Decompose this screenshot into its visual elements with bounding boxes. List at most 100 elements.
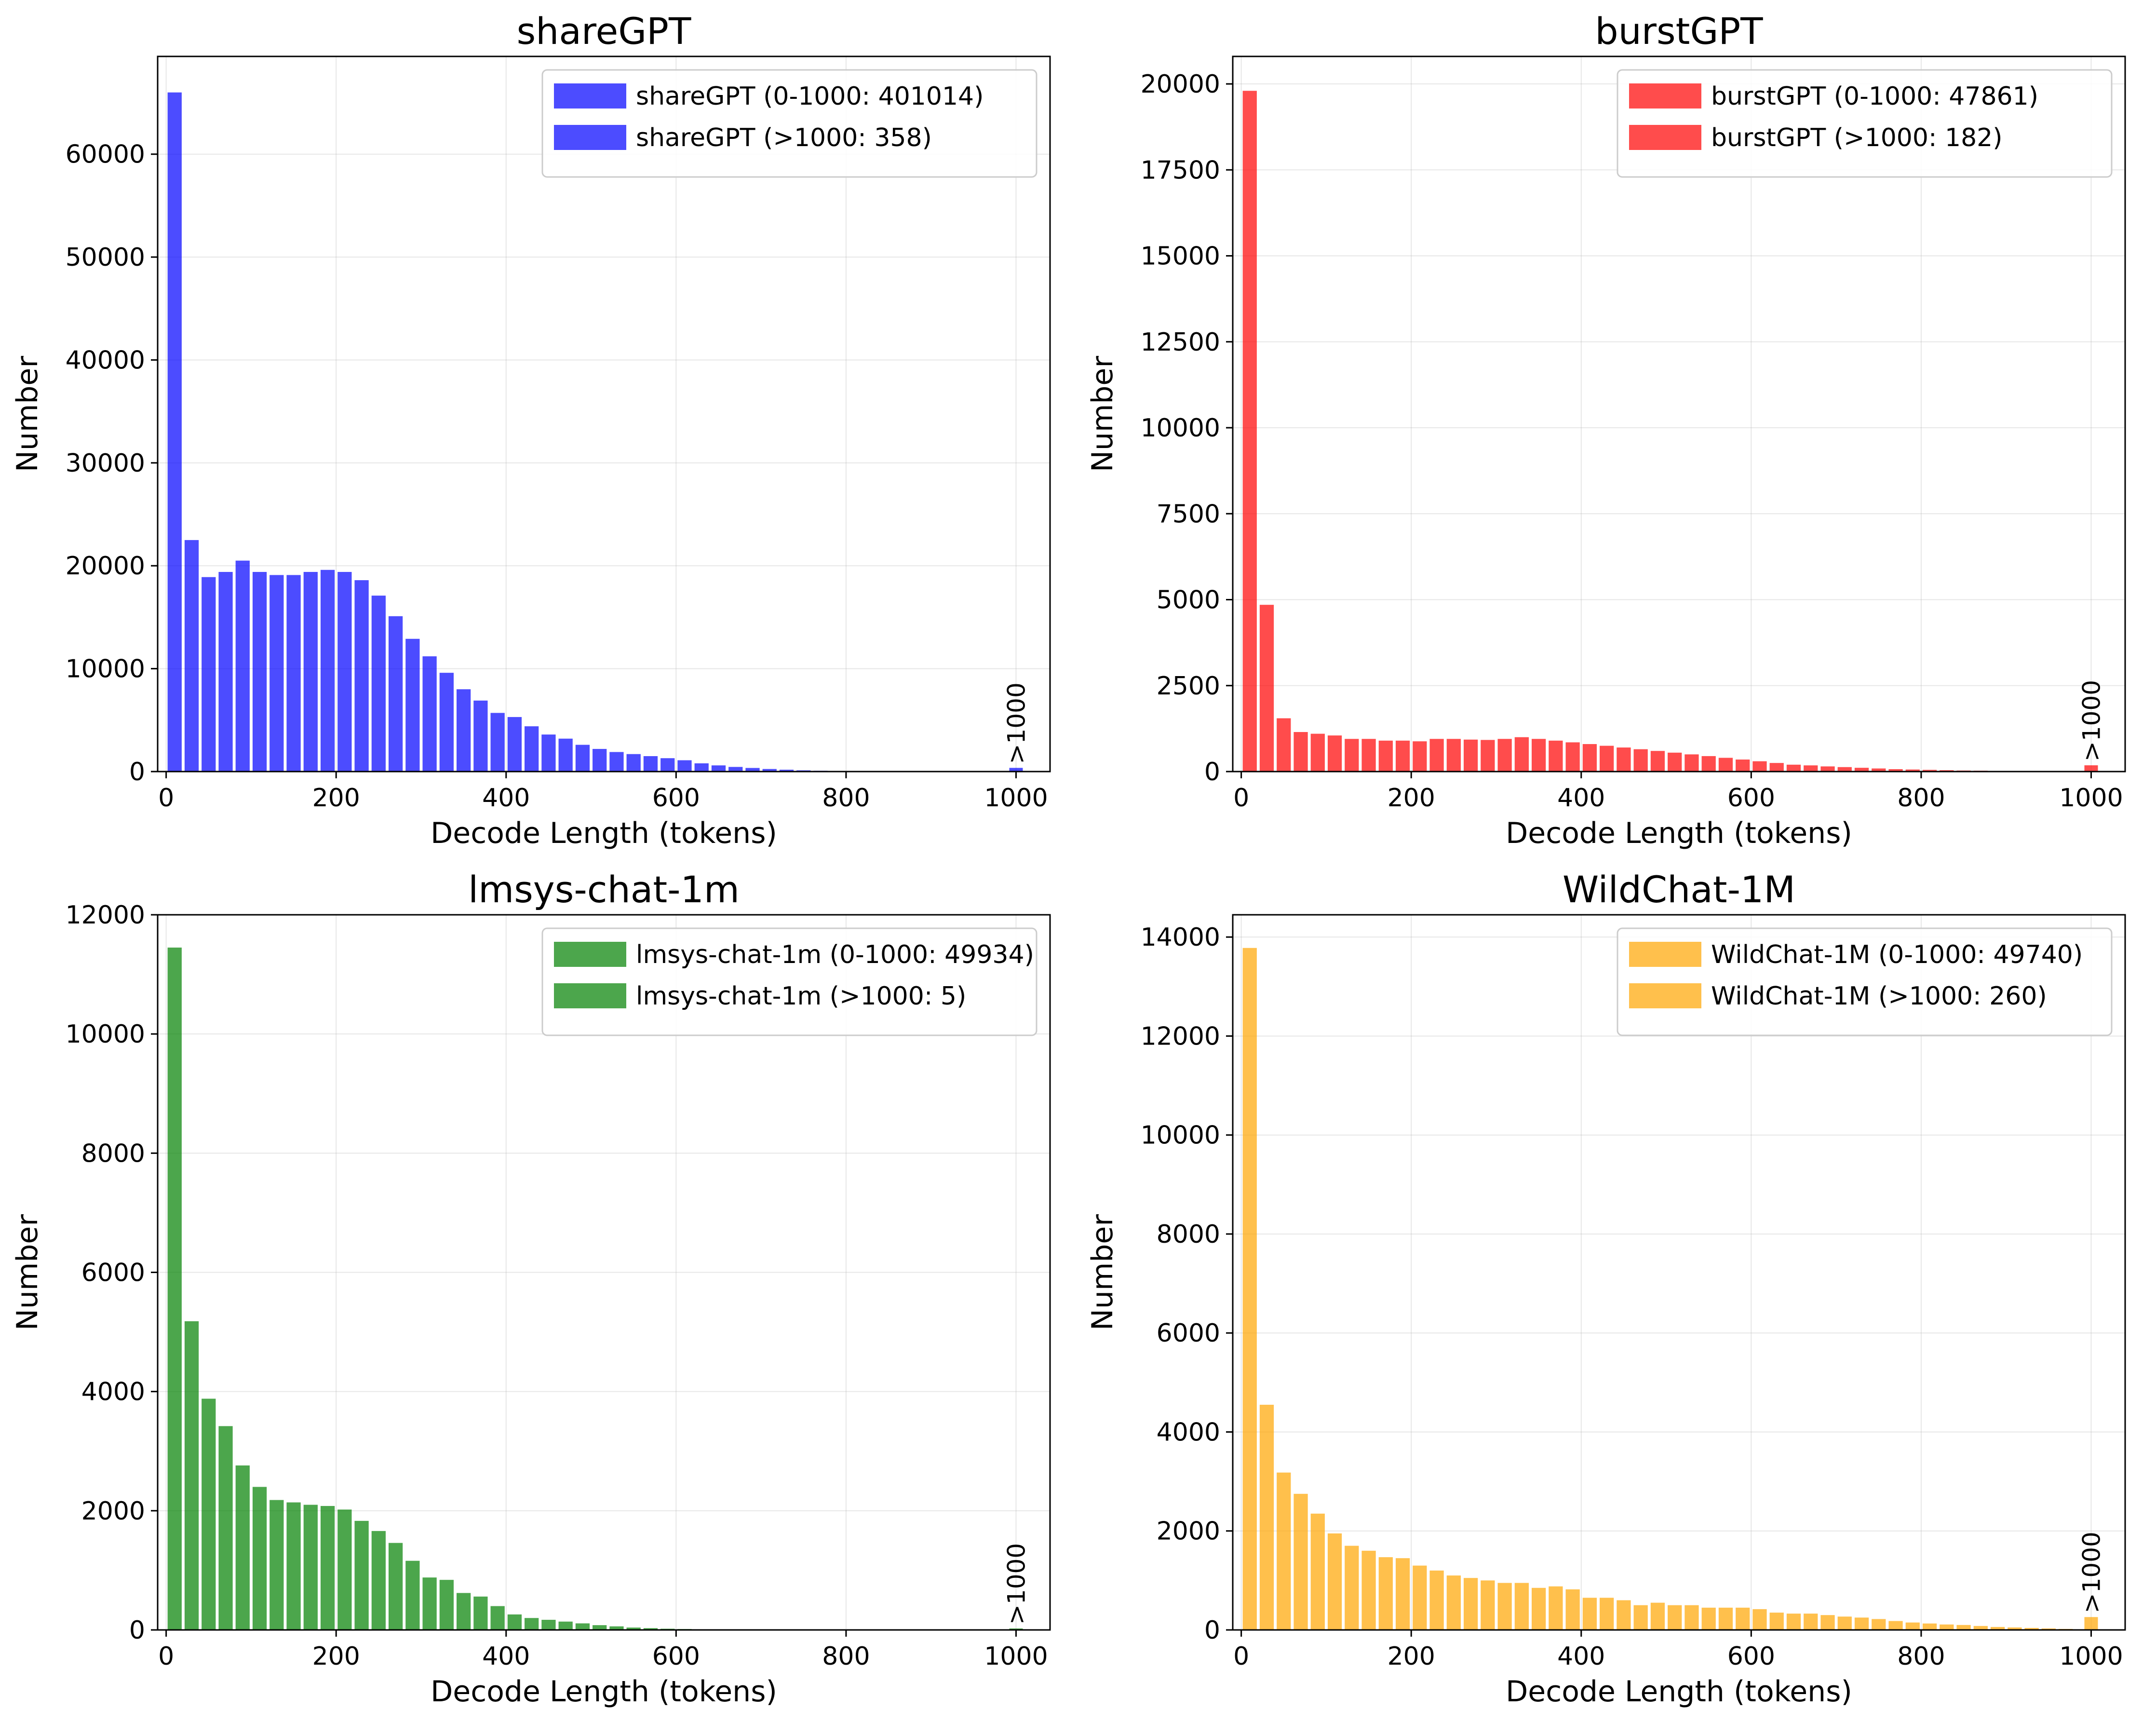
histogram-bar [694,763,709,772]
histogram-bar [1888,769,1903,772]
histogram-bar [303,572,318,772]
histogram-bar [1837,767,1852,772]
x-tick-label: 600 [1727,784,1775,813]
histogram-bar [1429,1570,1444,1630]
legend: burstGPT (0-1000: 47861) burstGPT (>1000:… [1617,69,2113,178]
histogram-bar [1497,1583,1512,1630]
histogram-bar [1990,1627,2005,1630]
histogram-bar [1294,732,1308,772]
histogram-bar [626,1628,641,1630]
histogram-bar [1481,1580,1495,1630]
y-tick-label: 6000 [81,1259,145,1288]
histogram-bar [1242,948,1257,1630]
histogram-bar [1565,1589,1580,1630]
y-tick-label: 10000 [66,655,145,684]
x-axis-label: Decode Length (tokens) [1506,1675,1852,1709]
histogram-bar [626,754,641,772]
histogram-bar [1617,747,1631,772]
legend-swatch [1629,983,1701,1008]
overflow-bar [2084,1617,2098,1630]
x-tick-label: 800 [822,1642,870,1671]
y-axis-label: Number [1086,356,1119,472]
legend-box [1617,69,2113,178]
histogram-bar [677,760,692,772]
histogram-bar [1940,1624,1954,1630]
histogram-bar [1259,1405,1274,1630]
x-tick-label: 600 [1727,1642,1775,1671]
x-axis-label: Decode Length (tokens) [431,1675,777,1709]
histogram-bar [1277,718,1291,772]
histogram-bar [525,1618,539,1630]
x-tick-label: 400 [482,784,530,813]
histogram-bar [422,1577,437,1630]
histogram-bar [1973,1626,1988,1630]
legend-swatch [554,983,626,1008]
legend-swatch [554,83,626,109]
histogram-bar [1650,1602,1665,1630]
histogram-bar [643,1628,658,1630]
plot-frame [1232,914,2126,1631]
histogram-bar [541,1619,556,1630]
histogram-bar [1668,752,1682,772]
y-tick-label: 8000 [81,1139,145,1168]
y-tick-label: 15000 [1141,242,1220,271]
histogram-bar [1872,768,1886,772]
x-tick-label: 0 [158,1642,174,1671]
histogram-bar [1752,1609,1767,1630]
x-tick-label: 600 [652,1642,700,1671]
histogram-bar [1413,741,1427,772]
histogram-bar [1446,1575,1461,1630]
histogram-bar [1582,1598,1597,1630]
chart-title: burstGPT [1595,10,1763,53]
x-tick-label: 400 [482,1642,530,1671]
histogram-bar [422,656,437,772]
x-tick-label: 0 [1233,1642,1249,1671]
histogram-bar [457,1593,471,1630]
histogram-bar [593,1625,607,1630]
histogram-bar [745,768,760,772]
histogram-bar [1463,1578,1478,1630]
overflow-label: >1000 [2077,680,2105,761]
x-tick-label: 200 [1388,1642,1435,1671]
histogram-bar [490,713,505,772]
histogram-bar [1820,766,1835,772]
histogram-bar [762,769,777,772]
y-tick-label: 0 [1204,1616,1220,1645]
legend-entry: WildChat-1M (>1000: 260) [1711,982,2047,1011]
histogram-bar [1888,1621,1903,1630]
y-tick-label: 20000 [66,552,145,581]
histogram-bar [1633,1605,1648,1630]
plot-frame [1232,55,2126,773]
histogram-bar [1854,768,1869,772]
histogram-bar [1481,740,1495,772]
histogram-bar [575,1623,590,1630]
histogram-bar [1277,1472,1291,1630]
chart-title: shareGPT [517,10,691,53]
histogram-bar [1310,1513,1325,1630]
chart-panel-burstgpt: >10000 200 400 600 800 1000025005000750010000… [1086,10,2126,850]
histogram-bar [405,1560,420,1630]
plot-frame [157,55,1051,773]
histogram-bar [1684,1605,1699,1630]
y-axis-label: Number [1086,1214,1119,1330]
histogram-bar [235,560,250,772]
histogram-bar [167,947,182,1630]
histogram-bar [1514,1583,1529,1630]
histogram-bar [218,1426,233,1630]
legend-swatch [554,125,626,150]
histogram-bar [575,745,590,772]
histogram-bar [1786,764,1801,772]
y-tick-label: 2000 [1157,1517,1220,1546]
y-axis-label: Number [11,356,44,472]
histogram-bar [1752,761,1767,772]
histogram-bar [320,570,335,772]
y-tick-label: 12500 [1141,328,1220,357]
legend-entry: shareGPT (>1000: 358) [636,123,932,152]
histogram-bar [1327,1533,1342,1630]
x-tick-label: 800 [822,784,870,813]
histogram-bar [439,673,454,772]
histogram-bar [1446,739,1461,772]
x-axis-label: Decode Length (tokens) [431,816,777,850]
chart-title: WildChat-1M [1563,868,1795,911]
